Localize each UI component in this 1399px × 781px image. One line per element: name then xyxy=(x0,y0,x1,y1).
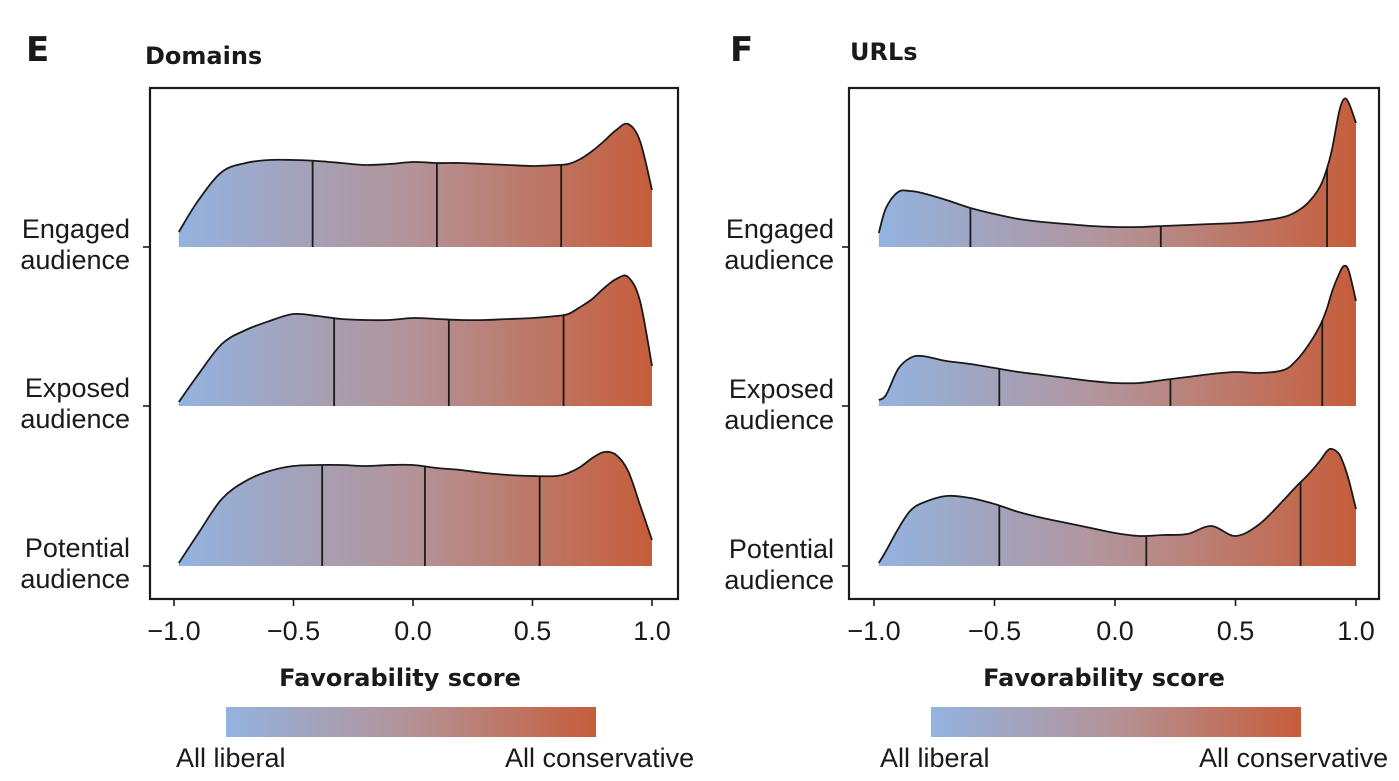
ylabel-line: audience xyxy=(724,565,834,595)
panel-title-domains: Domains xyxy=(145,42,263,70)
colorbar-f xyxy=(931,707,1301,737)
xaxis-title-f: Favorability score xyxy=(983,664,1225,692)
ylabel-exposed-e: Exposed audience xyxy=(0,373,130,435)
x-tick-label: 0.0 xyxy=(1096,616,1134,646)
colorbar-e xyxy=(226,707,596,737)
panel-title-urls: URLs xyxy=(850,38,918,66)
plot-frame xyxy=(847,86,1381,601)
density-area xyxy=(878,265,1356,406)
density-area xyxy=(878,448,1356,566)
panel-letter-e: E xyxy=(26,30,50,70)
density-area xyxy=(178,451,653,566)
ylabel-potential-e: Potential audience xyxy=(0,533,130,595)
ylabel-line: Engaged xyxy=(725,214,834,244)
ylabel-engaged-f: Engaged audience xyxy=(704,214,834,276)
ylabel-line: Exposed xyxy=(728,374,834,404)
plot-frame xyxy=(148,86,680,601)
x-tick-label: −1.0 xyxy=(147,616,200,646)
colorbar-right-label-e: All conservative xyxy=(505,743,695,773)
x-tick-label: −0.5 xyxy=(267,616,320,646)
density-curve xyxy=(178,450,653,564)
colorbar-left-label-f: All liberal xyxy=(880,743,990,773)
x-tick-label: 1.0 xyxy=(633,616,671,646)
x-tick-label: 0.0 xyxy=(394,616,432,646)
ylabel-line: Potential xyxy=(24,533,130,563)
ylabel-engaged-e: Engaged audience xyxy=(0,214,130,276)
ylabel-line: audience xyxy=(724,245,834,275)
density-curve xyxy=(877,97,1357,234)
density-area xyxy=(178,275,653,406)
ylabel-line: audience xyxy=(20,404,130,434)
x-tick-label: −1.0 xyxy=(847,616,900,646)
density-curve xyxy=(878,264,1357,401)
density-area xyxy=(878,98,1356,247)
panel-letter-f: F xyxy=(730,30,754,70)
x-tick-label: −0.5 xyxy=(968,616,1021,646)
xaxis-title-e: Favorability score xyxy=(279,664,521,692)
density-curve xyxy=(878,447,1357,564)
ylabel-line: audience xyxy=(724,405,834,435)
density-curve xyxy=(178,122,653,233)
ylabel-line: Exposed xyxy=(24,373,130,403)
ylabel-line: Potential xyxy=(728,534,834,564)
ylabel-line: Engaged xyxy=(21,214,130,244)
density-curve xyxy=(178,274,653,403)
density-area xyxy=(178,123,653,247)
colorbar-right-label-f: All conservative xyxy=(1199,743,1389,773)
x-tick-label: 1.0 xyxy=(1337,616,1375,646)
ylabel-line: audience xyxy=(20,564,130,594)
x-tick-label: 0.5 xyxy=(514,616,552,646)
x-tick-label: 0.5 xyxy=(1217,616,1255,646)
ylabel-line: audience xyxy=(20,245,130,275)
ylabel-potential-f: Potential audience xyxy=(704,534,834,596)
ylabel-exposed-f: Exposed audience xyxy=(704,374,834,436)
colorbar-left-label-e: All liberal xyxy=(176,743,286,773)
